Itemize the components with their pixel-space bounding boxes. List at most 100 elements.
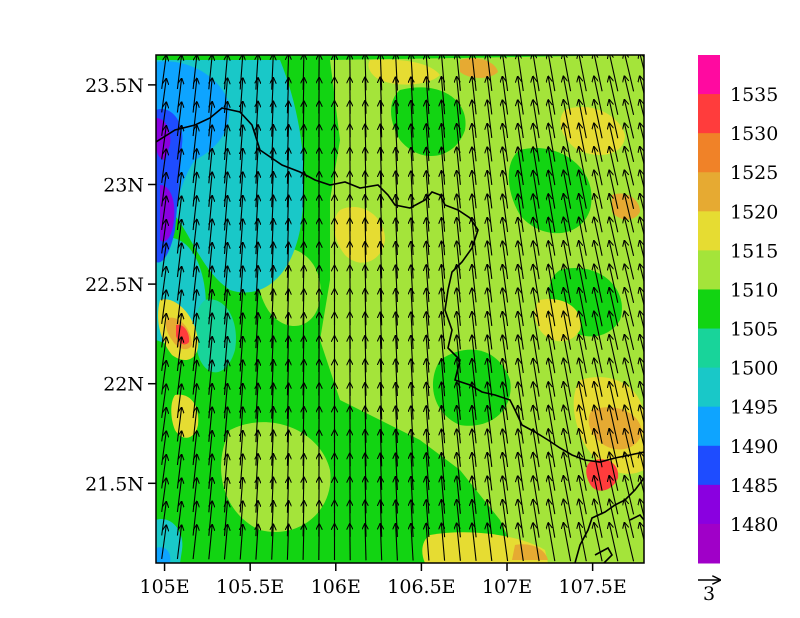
wind-vector-arrow bbox=[579, 335, 587, 374]
wind-vector-arrow bbox=[487, 77, 493, 115]
wind-vector-arrow bbox=[502, 382, 509, 421]
wind-vector-arrow bbox=[396, 218, 398, 256]
wind-vector-arrow bbox=[487, 218, 493, 256]
wind-vector-arrow bbox=[365, 524, 366, 561]
wind-vector-arrow bbox=[579, 358, 587, 397]
colorbar-segment bbox=[698, 328, 720, 369]
wind-vector-arrow bbox=[457, 100, 461, 138]
wind-vector-arrow bbox=[502, 147, 509, 186]
wind-vector-arrow bbox=[640, 452, 644, 472]
wind-vector-arrow bbox=[365, 55, 366, 91]
wind-vector-arrow bbox=[380, 195, 381, 232]
wind-vector-arrow bbox=[411, 524, 413, 561]
wind-vector-arrow bbox=[640, 405, 644, 425]
wind-vector-arrow bbox=[365, 77, 366, 114]
wind-vector-arrow bbox=[594, 76, 603, 115]
wind-vector-arrow bbox=[579, 476, 587, 515]
wind-vector-arrow bbox=[411, 242, 413, 279]
wind-vector-arrow bbox=[579, 288, 587, 327]
wind-vector-arrow bbox=[502, 523, 509, 562]
wind-vector-arrow bbox=[563, 358, 572, 397]
wind-vector-arrow bbox=[411, 55, 413, 91]
wind-vector-arrow bbox=[624, 382, 635, 421]
wind-vector-arrow bbox=[579, 123, 587, 162]
wind-vector-arrow bbox=[502, 124, 509, 162]
wind-vector-arrow bbox=[411, 477, 413, 514]
wind-vector-arrow bbox=[441, 265, 444, 303]
wind-vector-arrow bbox=[396, 55, 398, 91]
wind-vector-arrow bbox=[457, 171, 461, 209]
wind-vector-arrow bbox=[380, 500, 381, 537]
wind-vector-arrow bbox=[380, 55, 381, 91]
wind-vector-arrow bbox=[380, 218, 381, 255]
colorbar-segment bbox=[698, 523, 720, 564]
wind-vector-arrow bbox=[411, 265, 413, 303]
colorbar-level-label: 1515 bbox=[730, 240, 778, 262]
wind-vector-arrow bbox=[502, 265, 509, 303]
border-line-main bbox=[156, 107, 644, 463]
wind-vector-arrow bbox=[518, 124, 524, 162]
wind-vector-arrow bbox=[563, 335, 572, 374]
wind-vector-arrow bbox=[594, 452, 603, 491]
wind-vector-arrow bbox=[502, 359, 509, 397]
wind-vector-arrow bbox=[287, 383, 288, 419]
wind-vector-arrow bbox=[548, 429, 556, 468]
wind-vector-arrow bbox=[563, 76, 572, 115]
wind-vector-arrow bbox=[609, 76, 619, 115]
wind-vector-arrow bbox=[640, 429, 644, 449]
wind-vector-arrow bbox=[563, 452, 572, 491]
wind-vector-arrow bbox=[548, 55, 556, 92]
wind-vector-arrow bbox=[457, 429, 461, 467]
wind-vector-arrow bbox=[502, 100, 509, 139]
wind-vector-arrow bbox=[548, 311, 556, 350]
wind-vector-arrow bbox=[594, 217, 603, 256]
wind-vector-arrow bbox=[487, 194, 493, 232]
wind-vector-arrow bbox=[487, 429, 493, 467]
wind-vector-arrow bbox=[594, 405, 603, 444]
reference-vector-label: 3 bbox=[703, 583, 715, 605]
wind-vector-arrow bbox=[487, 359, 493, 397]
wind-vector-arrow bbox=[441, 100, 444, 138]
wind-vector-arrow bbox=[594, 55, 603, 92]
wind-vector-arrow bbox=[533, 194, 540, 233]
wind-vector-arrow bbox=[441, 406, 444, 444]
colorbar-segment bbox=[698, 133, 720, 173]
wind-vector-arrow bbox=[441, 147, 444, 185]
wind-vector-arrow bbox=[518, 288, 524, 327]
colorbar-segment bbox=[698, 94, 720, 134]
wind-vector-arrow bbox=[396, 77, 398, 115]
wind-vector-arrow bbox=[609, 264, 619, 303]
wind-vector-arrow bbox=[579, 170, 587, 209]
wind-vector-arrow bbox=[457, 265, 461, 303]
wind-vector-arrow bbox=[472, 429, 477, 467]
wind-vector-arrow bbox=[287, 313, 288, 349]
wind-vector-arrow bbox=[365, 477, 366, 514]
wind-vector-arrow bbox=[457, 453, 461, 491]
wind-vector-arrow bbox=[518, 100, 524, 139]
wind-vector-arrow bbox=[441, 429, 444, 467]
wind-vector-arrow bbox=[502, 194, 509, 233]
wind-vector-arrow bbox=[426, 77, 429, 115]
wind-vector-arrow bbox=[548, 264, 556, 303]
wind-vector-arrow bbox=[411, 406, 413, 444]
border-lines bbox=[156, 107, 644, 563]
colorbar-segment bbox=[698, 484, 720, 525]
wind-vector-arrow bbox=[594, 194, 603, 233]
wind-vector-arrow bbox=[365, 406, 366, 443]
wind-vector-arrow bbox=[441, 500, 444, 538]
wind-vector-arrow bbox=[624, 523, 635, 562]
wind-vector-arrow bbox=[533, 405, 540, 444]
wind-vector-arrow bbox=[487, 382, 493, 420]
wind-vector-arrow bbox=[609, 429, 619, 468]
wind-vector-arrow bbox=[533, 241, 540, 280]
wind-vector-arrow bbox=[457, 124, 461, 162]
wind-vector-arrow bbox=[609, 476, 619, 515]
wind-vector-arrow bbox=[365, 312, 366, 349]
wind-vector-arrow bbox=[518, 382, 524, 421]
wind-vector-arrow bbox=[533, 217, 540, 256]
wind-vector-arrow bbox=[609, 358, 619, 397]
wind-vector-arrow bbox=[640, 123, 644, 143]
wind-vector-arrow bbox=[579, 147, 587, 186]
wind-vector-arrow bbox=[365, 242, 366, 279]
